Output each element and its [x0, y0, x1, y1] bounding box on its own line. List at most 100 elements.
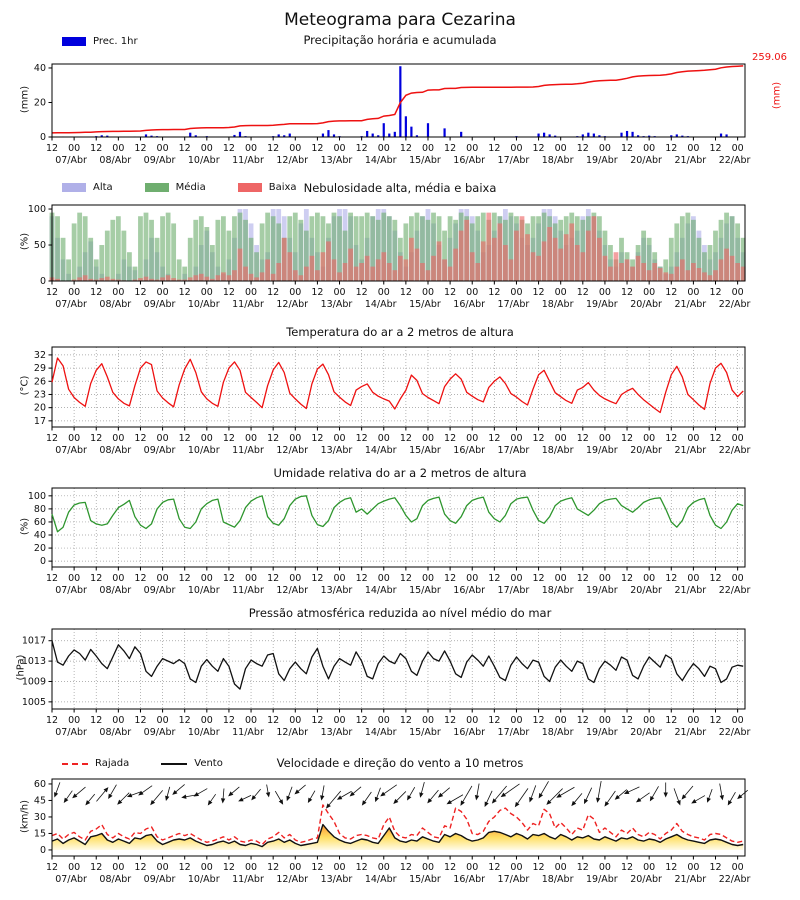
svg-text:12: 12	[179, 433, 191, 444]
svg-text:0: 0	[40, 556, 46, 567]
svg-text:12: 12	[577, 715, 589, 726]
svg-text:26: 26	[34, 376, 46, 387]
svg-text:00: 00	[510, 143, 522, 154]
svg-text:12: 12	[709, 433, 721, 444]
svg-text:13/Abr: 13/Abr	[321, 299, 353, 310]
svg-text:20: 20	[34, 403, 46, 414]
svg-text:00: 00	[112, 433, 124, 444]
svg-text:13/Abr: 13/Abr	[321, 155, 353, 166]
svg-text:00: 00	[732, 715, 744, 726]
svg-text:10/Abr: 10/Abr	[188, 727, 220, 738]
svg-text:00: 00	[555, 715, 567, 726]
svg-text:12: 12	[90, 433, 102, 444]
svg-text:12: 12	[533, 715, 545, 726]
svg-text:00: 00	[333, 573, 345, 584]
svg-text:14/Abr: 14/Abr	[365, 874, 397, 885]
svg-text:15/Abr: 15/Abr	[409, 299, 441, 310]
svg-text:12: 12	[400, 143, 412, 154]
svg-text:00: 00	[68, 862, 80, 873]
svg-text:12: 12	[356, 143, 368, 154]
svg-text:12: 12	[311, 862, 323, 873]
svg-text:00: 00	[333, 433, 345, 444]
svg-text:00: 00	[555, 433, 567, 444]
svg-text:00: 00	[245, 862, 257, 873]
svg-text:12: 12	[444, 862, 456, 873]
svg-text:00: 00	[643, 143, 655, 154]
svg-text:12: 12	[577, 573, 589, 584]
svg-text:1009: 1009	[22, 676, 46, 687]
svg-text:09/Abr: 09/Abr	[144, 445, 176, 456]
svg-text:12: 12	[90, 287, 102, 298]
svg-text:12: 12	[444, 287, 456, 298]
svg-text:10/Abr: 10/Abr	[188, 155, 220, 166]
svg-text:09/Abr: 09/Abr	[144, 874, 176, 885]
svg-text:00: 00	[68, 287, 80, 298]
svg-text:12: 12	[90, 143, 102, 154]
svg-text:0: 0	[40, 845, 46, 856]
svg-text:12: 12	[179, 287, 191, 298]
prec1hr-swatch	[62, 37, 86, 46]
svg-text:20/Abr: 20/Abr	[630, 585, 662, 596]
svg-text:12: 12	[134, 715, 146, 726]
svg-text:20/Abr: 20/Abr	[630, 299, 662, 310]
svg-text:22/Abr: 22/Abr	[719, 727, 751, 738]
svg-text:12: 12	[356, 573, 368, 584]
svg-text:07/Abr: 07/Abr	[55, 299, 87, 310]
svg-text:00: 00	[422, 715, 434, 726]
svg-text:00: 00	[643, 715, 655, 726]
svg-text:08/Abr: 08/Abr	[99, 727, 131, 738]
svg-text:00: 00	[687, 573, 699, 584]
svg-text:00: 00	[157, 715, 169, 726]
svg-text:12: 12	[400, 862, 412, 873]
svg-text:00: 00	[68, 715, 80, 726]
svg-text:12: 12	[223, 715, 235, 726]
svg-text:12: 12	[621, 143, 633, 154]
svg-text:12: 12	[179, 862, 191, 873]
svg-text:12: 12	[488, 433, 500, 444]
svg-text:00: 00	[378, 715, 390, 726]
svg-text:12: 12	[400, 715, 412, 726]
svg-text:00: 00	[466, 715, 478, 726]
svg-text:00: 00	[599, 862, 611, 873]
svg-text:12: 12	[621, 862, 633, 873]
svg-text:50: 50	[34, 240, 46, 251]
svg-text:12: 12	[488, 862, 500, 873]
svg-text:12: 12	[709, 862, 721, 873]
prec1hr-label: Prec. 1hr	[93, 36, 138, 47]
svg-text:07/Abr: 07/Abr	[55, 585, 87, 596]
svg-text:09/Abr: 09/Abr	[144, 727, 176, 738]
legend-item-alta: Alta	[62, 182, 113, 193]
svg-text:00: 00	[643, 433, 655, 444]
svg-text:00: 00	[245, 715, 257, 726]
svg-text:00: 00	[466, 862, 478, 873]
media-label: Média	[175, 182, 206, 193]
svg-text:00: 00	[201, 715, 213, 726]
svg-text:15/Abr: 15/Abr	[409, 445, 441, 456]
svg-text:12/Abr: 12/Abr	[276, 874, 308, 885]
svg-text:22/Abr: 22/Abr	[719, 299, 751, 310]
svg-text:12: 12	[533, 287, 545, 298]
svg-text:18/Abr: 18/Abr	[542, 727, 574, 738]
svg-text:12: 12	[444, 715, 456, 726]
svg-text:00: 00	[732, 433, 744, 444]
svg-text:00: 00	[687, 433, 699, 444]
svg-text:19/Abr: 19/Abr	[586, 445, 618, 456]
svg-text:12: 12	[577, 287, 589, 298]
svg-text:1005: 1005	[22, 697, 46, 708]
svg-text:11/Abr: 11/Abr	[232, 585, 264, 596]
svg-text:08/Abr: 08/Abr	[99, 874, 131, 885]
svg-text:12: 12	[665, 433, 677, 444]
precipitation-legend: Prec. 1hr	[62, 36, 162, 47]
svg-text:19/Abr: 19/Abr	[586, 585, 618, 596]
svg-text:00: 00	[333, 287, 345, 298]
svg-text:12: 12	[267, 433, 279, 444]
svg-text:12: 12	[488, 287, 500, 298]
humidity-title: Umidade relativa do ar a 2 metros de alt…	[273, 466, 527, 480]
svg-text:20: 20	[34, 543, 46, 554]
svg-text:12: 12	[223, 573, 235, 584]
svg-text:12/Abr: 12/Abr	[276, 155, 308, 166]
svg-text:12: 12	[311, 143, 323, 154]
svg-text:18/Abr: 18/Abr	[542, 874, 574, 885]
svg-text:00: 00	[687, 143, 699, 154]
page-title: Meteograma para Cezarina	[284, 10, 516, 30]
